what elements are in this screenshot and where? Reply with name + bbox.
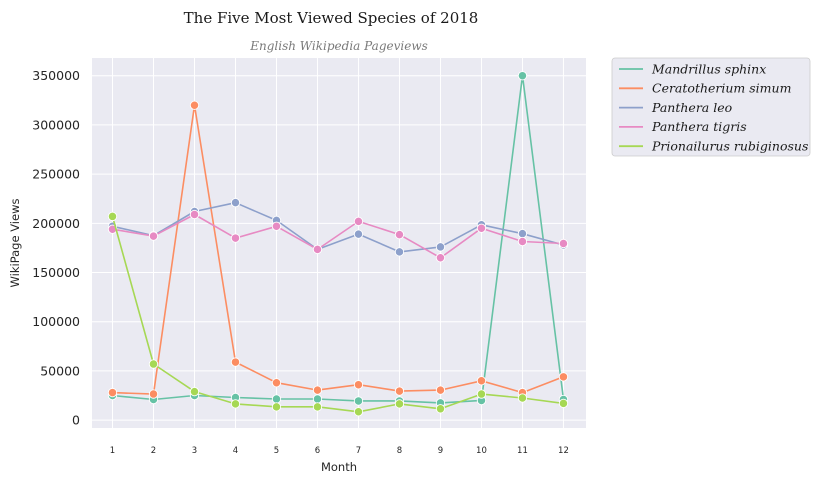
data-point: [189, 386, 200, 397]
data-point: [107, 387, 118, 398]
legend-label: Panthera leo: [651, 100, 732, 115]
x-tick-label: 10: [476, 446, 487, 456]
y-tick-label: 0: [72, 413, 80, 428]
data-point: [312, 394, 323, 404]
data-point: [353, 229, 364, 239]
data-point: [517, 393, 528, 403]
data-point: [517, 71, 528, 81]
data-point: [107, 211, 118, 222]
data-point: [189, 100, 200, 110]
y-tick-labels: 0 50000 100000 150000 200000 250000 300000 3500…: [32, 68, 80, 427]
y-tick-label: 250000: [32, 167, 80, 182]
data-point: [435, 385, 446, 395]
y-tick-label: 350000: [32, 68, 80, 83]
data-point: [394, 399, 405, 409]
data-point: [230, 233, 241, 243]
legend-label: Prionailurus rubiginosus: [651, 139, 808, 154]
data-point: [476, 223, 487, 233]
series-line: [112, 74, 565, 404]
data-point: [312, 402, 323, 412]
y-tick-label: 150000: [32, 265, 80, 280]
y-axis-label: WikiPage Views: [8, 199, 22, 288]
data-point: [558, 238, 569, 249]
data-point: [148, 389, 159, 399]
data-point: [353, 380, 364, 390]
data-point: [271, 402, 282, 412]
x-tick-label: 1: [110, 446, 115, 456]
data-point: [353, 407, 364, 417]
series-line: [112, 213, 564, 259]
data-point: [312, 385, 323, 395]
x-tick-label: 2: [151, 446, 156, 456]
data-point: [148, 231, 159, 241]
x-tick-labels: 1 2 3 4 5 6 7 8 9 10 11 12: [110, 446, 569, 456]
x-tick-label: 7: [356, 446, 361, 456]
series-line: [112, 104, 564, 395]
chart-subtitle: English Wikipedia Pageviews: [249, 39, 428, 53]
data-point: [353, 216, 364, 227]
data-point: [353, 396, 364, 406]
series-line: [112, 201, 564, 253]
x-tick-label: 9: [438, 446, 443, 456]
data-point: [517, 236, 528, 247]
series-ceratotherium-simum: [107, 100, 569, 399]
series-prionailurus-rubiginosus: [107, 211, 569, 417]
x-tick-label: 12: [558, 446, 569, 456]
y-tick-label: 200000: [32, 216, 80, 231]
x-tick-label: 3: [192, 446, 197, 456]
data-point: [230, 399, 241, 409]
data-point: [435, 253, 446, 263]
legend: Mandrillus sphinx Ceratotherium simum Pant…: [611, 57, 811, 157]
data-point: [312, 244, 323, 255]
series-line: [111, 216, 564, 413]
chart-title: The Five Most Viewed Species of 2018: [184, 9, 479, 27]
data-point: [271, 394, 282, 404]
data-point: [558, 372, 569, 382]
legend-label: Mandrillus sphinx: [651, 61, 766, 76]
data-point: [435, 404, 446, 414]
data-point: [394, 229, 405, 240]
data-point: [230, 198, 241, 208]
data-point: [189, 209, 200, 220]
legend-label: Panthera tigris: [651, 119, 747, 134]
data-point: [271, 378, 282, 388]
x-tick-label: 5: [274, 446, 279, 456]
series-panthera-tigris: [107, 209, 569, 263]
x-tick-label: 4: [233, 446, 238, 456]
data-point: [558, 398, 569, 409]
data-point: [476, 376, 487, 386]
data-point: [476, 389, 487, 399]
x-axis-label: Month: [321, 460, 357, 474]
x-tick-label: 6: [315, 446, 320, 456]
data-point: [148, 359, 159, 369]
legend-box: [611, 57, 811, 157]
series-group: [107, 71, 569, 417]
data-point: [394, 247, 405, 257]
x-tick-label: 8: [397, 446, 402, 456]
y-tick-label: 50000: [40, 363, 80, 378]
data-point: [230, 357, 241, 367]
y-tick-label: 100000: [32, 314, 80, 329]
data-point: [435, 242, 446, 252]
data-point: [271, 221, 282, 231]
data-point: [517, 229, 528, 239]
x-tick-label: 11: [517, 446, 528, 456]
legend-label: Ceratotherium simum: [652, 81, 791, 96]
gridlines: [92, 58, 586, 428]
data-point: [394, 386, 405, 396]
y-tick-label: 300000: [32, 117, 80, 132]
